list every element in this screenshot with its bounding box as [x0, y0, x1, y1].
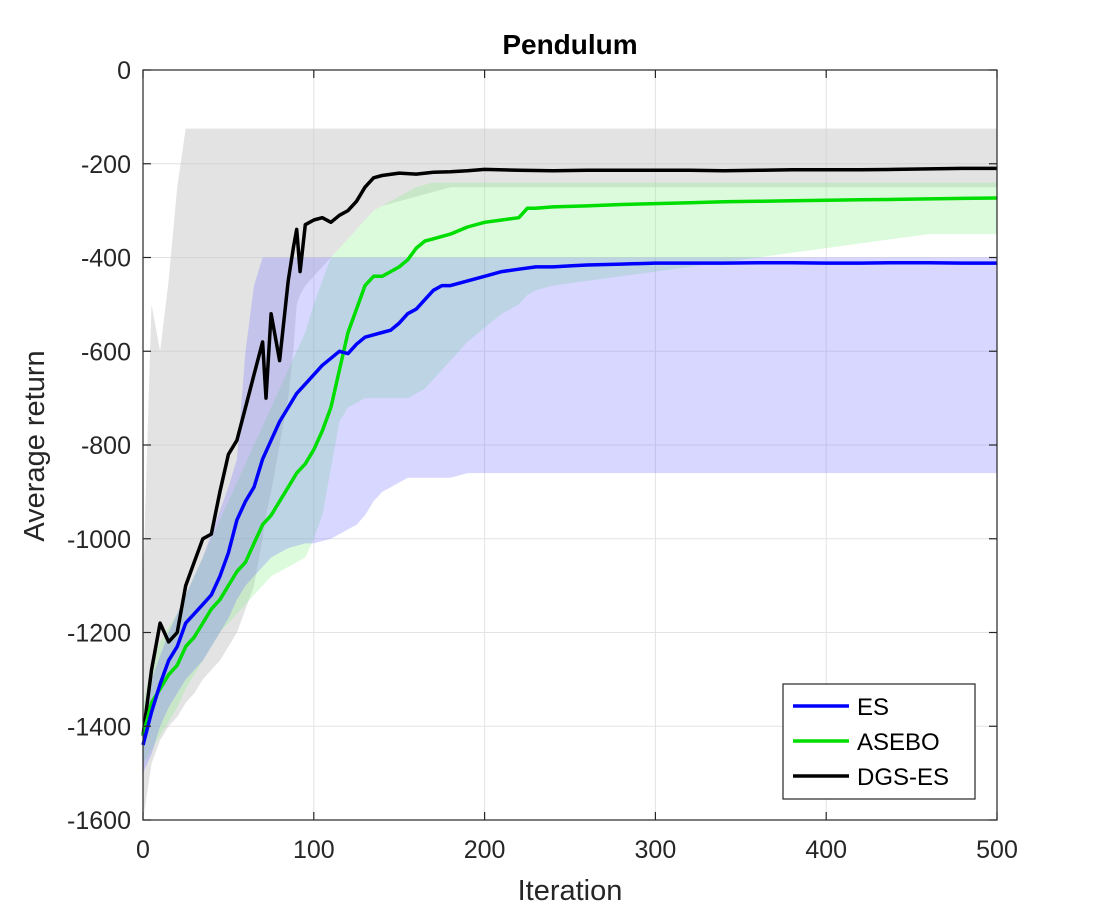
y-tick-label: -1200 — [67, 620, 131, 648]
x-tick-label: 100 — [293, 836, 335, 864]
x-tick-label: 500 — [976, 836, 1018, 864]
legend: ES ASEBO DGS-ES — [782, 683, 976, 800]
axes — [142, 69, 998, 821]
confidence-bands — [143, 128, 997, 821]
x-tick-label: 200 — [464, 836, 506, 864]
y-tick-label: 0 — [117, 57, 131, 85]
band-dgs-es — [143, 128, 997, 821]
y-tick-label: -1400 — [67, 713, 131, 741]
y-axis-label: Average return — [19, 350, 51, 541]
y-tick-label: -200 — [81, 151, 131, 179]
legend-label-asebo: ASEBO — [857, 729, 940, 756]
legend-label-es: ES — [857, 694, 889, 721]
x-tick-label: 300 — [635, 836, 677, 864]
y-tick-label: -1600 — [67, 807, 131, 835]
y-tick-label: -600 — [81, 338, 131, 366]
x-axis-label: Iteration — [518, 875, 623, 907]
y-tick-label: -1000 — [67, 526, 131, 554]
y-tick-label: -400 — [81, 245, 131, 273]
y-tick-label: -800 — [81, 432, 131, 460]
band-asebo — [143, 182, 997, 764]
band-es — [143, 257, 997, 774]
x-tick-label: 0 — [136, 836, 150, 864]
x-tick-label: 400 — [805, 836, 847, 864]
series-lines — [141, 166, 998, 746]
legend-label-dgs-es: DGS-ES — [857, 764, 949, 791]
tick-labels: 0 100 200 300 400 500 0 -200 -400 -600 -800 -1000 -1… — [67, 57, 1018, 864]
series-line-es — [141, 260, 997, 746]
series-line-asebo — [141, 196, 998, 737]
series-line-dgs-es — [141, 166, 997, 736]
chart-title: Pendulum — [502, 29, 637, 60]
